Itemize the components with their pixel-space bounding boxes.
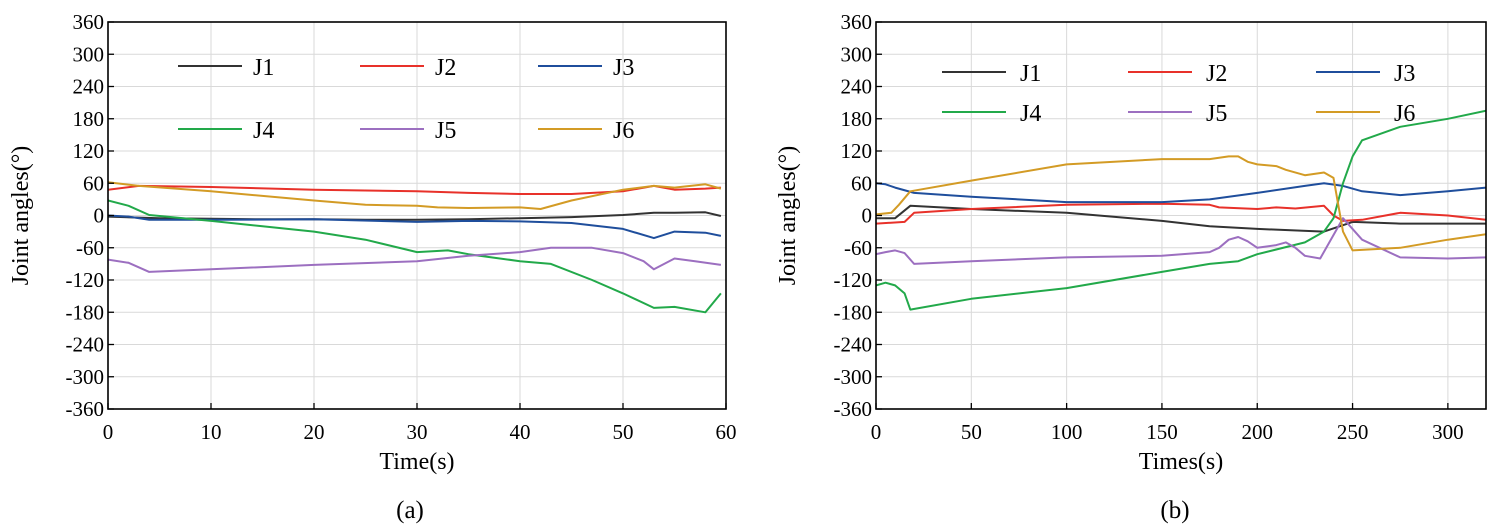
x-tick-label: 100: [1051, 420, 1083, 444]
x-tick-label: 10: [201, 420, 222, 444]
y-tick-label: -60: [76, 236, 104, 260]
x-tick-label: 300: [1432, 420, 1464, 444]
y-tick-label: -300: [834, 365, 873, 389]
legend-label-j1: J1: [253, 55, 274, 81]
x-tick-label: 150: [1146, 420, 1178, 444]
x-tick-label: 40: [510, 420, 531, 444]
y-tick-label: -300: [66, 365, 105, 389]
legend-label-j4: J4: [253, 118, 274, 144]
y-tick-label: 180: [73, 107, 105, 131]
y-tick-label: -360: [66, 397, 105, 421]
x-axis-label: Time(s): [379, 449, 454, 475]
x-tick-label: 200: [1242, 420, 1274, 444]
series-line-j3: [108, 214, 722, 240]
y-tick-label: -120: [834, 268, 873, 292]
x-tick-label: 50: [961, 420, 982, 444]
series-line-j2: [108, 184, 721, 195]
x-tick-label: 50: [613, 420, 634, 444]
legend-label-j3: J3: [613, 55, 634, 81]
series-line-j5: [876, 217, 1486, 265]
y-tick-label: 300: [73, 42, 105, 66]
legend-label-j6: J6: [613, 118, 634, 144]
y-tick-label: 360: [73, 10, 105, 34]
x-axis-label: Times(s): [1139, 449, 1223, 475]
chart-panel-b: -360 -300 -240 -180 -120 -60 0 60 120 180 240 300 36…: [775, 10, 1487, 524]
panel-caption: (a): [396, 497, 424, 524]
legend-label-j6: J6: [1394, 101, 1415, 127]
x-tick-label: 0: [871, 420, 882, 444]
y-tick-label: 300: [841, 42, 873, 66]
legend-label-j5: J5: [1206, 101, 1227, 127]
y-tick-label: 120: [73, 139, 105, 163]
y-tick-label: -120: [66, 268, 105, 292]
y-tick-label: -360: [834, 397, 873, 421]
x-tick-label: 20: [304, 420, 325, 444]
x-tick-label: 60: [716, 420, 737, 444]
y-tick-label: -180: [66, 300, 105, 324]
series-line-j1: [108, 211, 722, 221]
y-tick-label: 240: [841, 75, 873, 99]
x-tick-label: 250: [1337, 420, 1369, 444]
x-tick-label: 30: [407, 420, 428, 444]
y-tick-label: 0: [94, 204, 105, 228]
series-line-j1: [876, 204, 1486, 233]
series-line-j4: [876, 109, 1486, 311]
series-line-j3: [876, 182, 1486, 204]
y-tick-label: 120: [841, 139, 873, 163]
series-line-j4: [108, 199, 722, 314]
series-line-j6: [876, 155, 1486, 252]
legend-label-j4: J4: [1020, 101, 1041, 127]
y-tick-label: 60: [851, 171, 872, 195]
y-axis-label: Joint angles(°): [775, 146, 801, 286]
y-tick-label: 360: [841, 10, 873, 34]
y-tick-label: 240: [73, 75, 105, 99]
x-tick-label: 0: [103, 420, 114, 444]
legend-label-j2: J2: [435, 55, 456, 81]
y-tick-label: -60: [844, 236, 872, 260]
series-line-j5: [108, 246, 722, 273]
y-tick-label: 0: [862, 204, 873, 228]
y-tick-label: -180: [834, 300, 873, 324]
legend-label-j1: J1: [1020, 61, 1041, 87]
legend-label-j5: J5: [435, 118, 456, 144]
y-tick-label: -240: [66, 333, 105, 357]
series-line-j6: [108, 181, 722, 210]
y-axis-label: Joint angles(°): [8, 146, 34, 286]
legend-label-j3: J3: [1394, 61, 1415, 87]
chart-panel-a: -360-300-240-180-120-6006012018024030036…: [8, 10, 737, 524]
panel-caption: (b): [1160, 497, 1189, 524]
legend-label-j2: J2: [1206, 61, 1227, 87]
y-tick-label: -240: [834, 333, 873, 357]
y-tick-label: 180: [841, 107, 873, 131]
y-tick-label: 60: [83, 171, 104, 195]
series-line-j2: [876, 202, 1486, 225]
